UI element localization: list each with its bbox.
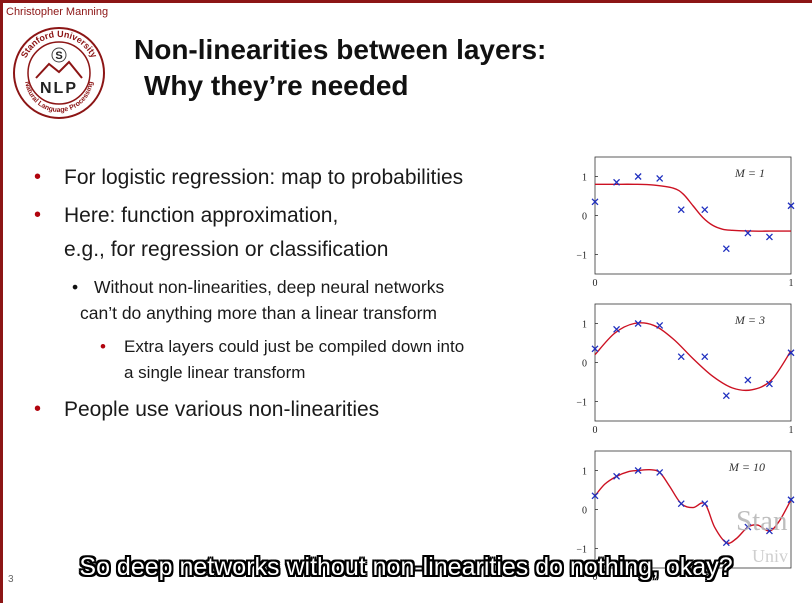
data-point [613, 472, 621, 480]
title-line-2: Why they’re needed [144, 70, 409, 102]
left-accent-bar [0, 0, 3, 603]
bullet-marker: • [100, 337, 106, 356]
y-tick-label: 1 [582, 467, 587, 478]
stanford-nlp-logo: Stanford University Natural Language Pro… [13, 27, 105, 119]
bullet-text: People use various non-linearities [64, 398, 380, 421]
y-tick-label: 1 [582, 173, 587, 184]
bullet-text: Without non-linearities, deep neural net… [94, 277, 445, 297]
title-line-1: Non-linearities between layers: [134, 34, 547, 65]
watermark-text-2: Univ [752, 546, 788, 566]
watermark-text: Stan [736, 505, 788, 537]
data-point [613, 325, 621, 333]
bullet-text: can’t do anything more than a linear tra… [80, 303, 437, 323]
x-tick-label: 0 [593, 572, 598, 582]
data-point [656, 321, 664, 329]
data-point [722, 539, 730, 547]
bullet-marker: • [34, 166, 42, 188]
data-point [787, 349, 795, 357]
plot-frame [594, 156, 792, 275]
page-number: 3 [8, 574, 14, 585]
y-tick-label: 0 [582, 506, 587, 517]
bullet-marker: • [34, 398, 42, 420]
data-point [765, 527, 773, 535]
plot-annotation: M = 1 [734, 166, 765, 180]
plot-m1: 1 0 −1 0 1 M = 1 [576, 156, 795, 288]
bullet-marker: • [34, 204, 42, 226]
data-point [634, 173, 642, 180]
plot-annotation: M = 3 [734, 313, 765, 327]
x-tick-label: 1 [789, 425, 794, 435]
data-point [591, 198, 599, 206]
data-point [591, 492, 599, 500]
video-subtitle: So deep networks without non-linearities… [79, 553, 733, 581]
data-point [634, 320, 642, 327]
data-point [677, 353, 685, 361]
y-tick-label: −1 [576, 545, 587, 556]
bullet-text: For logistic regression: map to probabil… [64, 166, 464, 189]
plot-m3: 1 0 −1 0 1 M = 3 [576, 303, 795, 435]
data-point [591, 345, 599, 353]
fit-curve [594, 322, 792, 392]
data-point [744, 229, 752, 237]
data-point [722, 392, 730, 400]
y-tick-label: −1 [576, 251, 587, 262]
logo-center-letter: S [55, 50, 62, 62]
data-point [656, 174, 664, 182]
x-tick-label: 0 [593, 278, 598, 288]
bullet-text: Here: function approximation, [64, 204, 339, 227]
data-point [677, 206, 685, 214]
bullet-text: e.g., for regression or classification [64, 238, 389, 261]
data-point [765, 380, 773, 388]
data-point [744, 523, 752, 531]
data-point [701, 500, 709, 508]
data-point [677, 500, 685, 508]
y-tick-label: 1 [582, 320, 587, 331]
data-point [613, 178, 621, 186]
slide-title: Non-linearities between layers: Why they… [134, 32, 546, 105]
data-point [634, 467, 642, 474]
x-tick-label: 0 [593, 425, 598, 435]
data-point [744, 376, 752, 384]
author-label: Christopher Manning [6, 6, 109, 18]
plot-m10: 1 0 −1 0 M = 10 [576, 450, 795, 582]
data-point [701, 353, 709, 361]
bullet-text: a single linear transform [124, 363, 306, 382]
top-accent-bar [0, 0, 812, 3]
bullet-marker: • [72, 277, 79, 297]
bullet-text: Extra layers could just be compiled down… [124, 337, 465, 356]
y-tick-label: −1 [576, 398, 587, 409]
y-tick-label: 0 [582, 212, 587, 223]
data-point [701, 206, 709, 214]
data-point [787, 202, 795, 210]
plot-annotation: M = 10 [728, 460, 765, 474]
fit-curve [594, 468, 792, 544]
data-point [722, 245, 730, 253]
plot-frame [594, 303, 792, 422]
data-point [765, 233, 773, 241]
x-tick-label: 1 [789, 278, 794, 288]
data-point [656, 468, 664, 476]
y-tick-label: 0 [582, 359, 587, 370]
data-point [787, 496, 795, 504]
plot-frame [594, 450, 792, 569]
logo-nlp-text: NLP [40, 80, 78, 97]
